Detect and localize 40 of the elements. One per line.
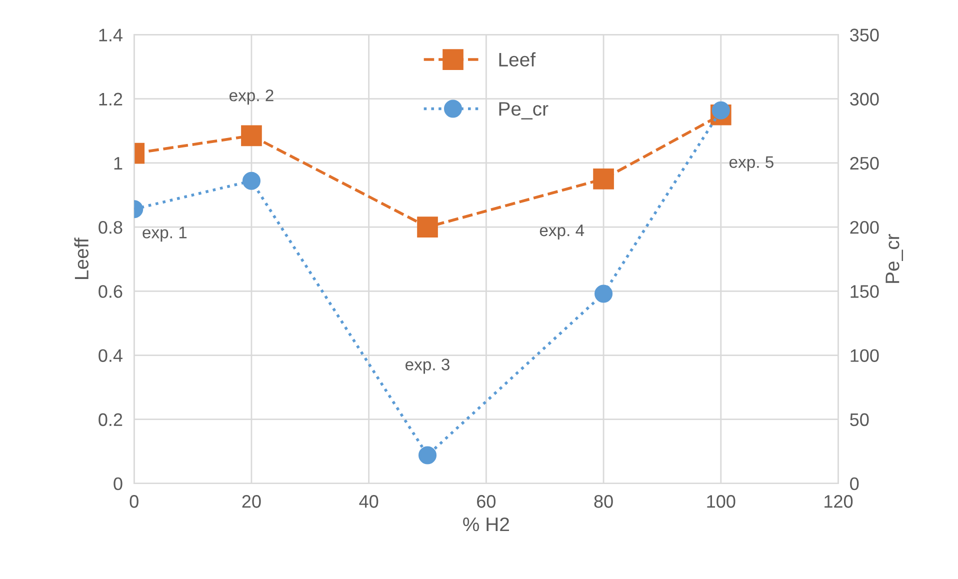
y2-tick-label: 300 [850, 92, 879, 106]
annotation: exp. 3 [406, 358, 450, 374]
point [418, 446, 437, 464]
x-axis-title: % H2 [463, 517, 509, 532]
annotation: exp. 5 [729, 156, 774, 172]
y2-axis-title: Pe_cr [886, 234, 903, 283]
point [242, 172, 261, 190]
annotation: exp. 4 [540, 224, 584, 240]
y-axis-title: Leeff [74, 238, 89, 279]
y-tick-label: 1 [114, 157, 122, 170]
x-tick-label: 120 [824, 495, 853, 508]
x-tick-label: 100 [707, 495, 736, 508]
y2-tick-label: 100 [850, 349, 879, 362]
x-tick-label: 0 [130, 495, 138, 508]
y2-tick-label: 350 [850, 28, 879, 42]
point [712, 101, 730, 120]
y-tick-label: 0 [114, 477, 122, 490]
y2-tick-label: 150 [850, 285, 879, 298]
x-tick-label: 80 [594, 495, 613, 508]
x-tick-label: 40 [359, 495, 378, 508]
y2-tick-label: 200 [850, 220, 879, 234]
point [593, 168, 614, 190]
y-tick-label: 0.2 [98, 413, 122, 426]
y-tick-label: 0.8 [98, 220, 122, 234]
point [417, 216, 438, 238]
annotation: exp. 1 [142, 226, 187, 242]
x-tick-label: 20 [242, 495, 261, 508]
y2-tick-label: 0 [850, 477, 859, 490]
y2-tick-label: 250 [850, 156, 879, 170]
y-tick-label: 1.2 [99, 92, 122, 106]
legend-label: Pe_cr [499, 102, 548, 120]
point [241, 125, 262, 146]
y-tick-label: 0.6 [98, 285, 122, 298]
y-tick-label: 1.4 [99, 28, 122, 42]
annotation: exp. 2 [229, 89, 274, 105]
y-tick-label: 0.4 [98, 349, 122, 362]
y2-tick-label: 50 [850, 413, 869, 426]
point [594, 284, 613, 303]
x-tick-label: 60 [477, 495, 496, 508]
legend-label: Leef [499, 52, 536, 67]
